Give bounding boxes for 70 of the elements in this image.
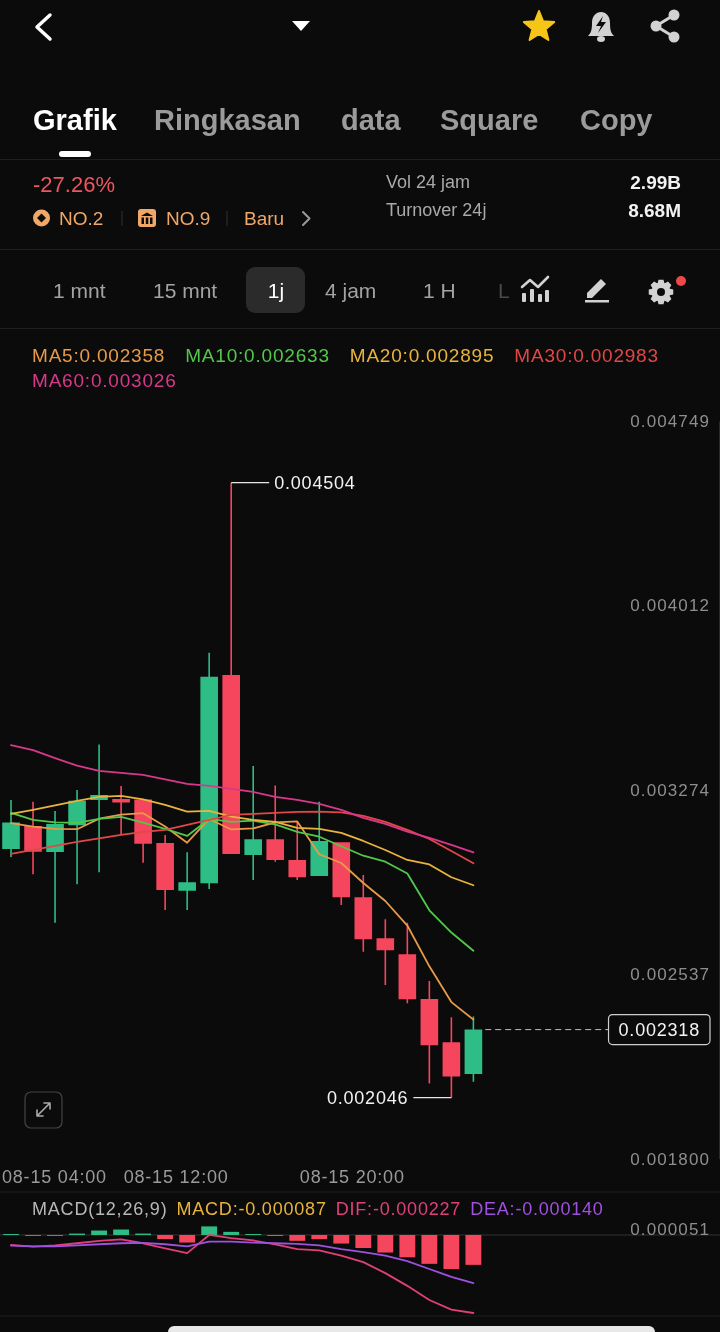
text: NO.9 bbox=[166, 207, 211, 229]
candlestick bbox=[156, 834, 174, 911]
text: data bbox=[341, 104, 402, 136]
text: NO.2 bbox=[59, 207, 104, 229]
bar bbox=[91, 1230, 108, 1235]
candlestick bbox=[200, 652, 218, 889]
bar bbox=[223, 1231, 240, 1235]
series-label: MACD:-0.000087 bbox=[176, 1199, 327, 1219]
bar bbox=[157, 1234, 174, 1240]
bar bbox=[113, 1229, 130, 1235]
candlestick bbox=[112, 785, 130, 835]
text: MA5:0.002358 bbox=[32, 344, 166, 366]
line-series bbox=[10, 810, 475, 865]
y-tick-label: 0.004749 bbox=[630, 411, 710, 431]
x-tick-label: 08-15 12:00 bbox=[123, 1167, 229, 1187]
text: MA30:0.002983 bbox=[514, 344, 659, 366]
text: Copy bbox=[580, 104, 653, 136]
text: 1 mnt bbox=[53, 278, 106, 302]
text: Baru bbox=[244, 207, 285, 229]
text: Square bbox=[440, 104, 539, 136]
text: L bbox=[498, 278, 510, 302]
text: 8.68M bbox=[628, 199, 681, 221]
candlestick bbox=[266, 785, 285, 862]
text: 1 H bbox=[423, 278, 456, 302]
bar bbox=[421, 1234, 438, 1264]
bar bbox=[333, 1234, 350, 1244]
text: 15 mnt bbox=[153, 278, 218, 302]
annotation: 0.000051 bbox=[630, 1219, 710, 1239]
text: 2.99B bbox=[630, 171, 681, 193]
bar bbox=[311, 1234, 328, 1240]
bar bbox=[377, 1234, 394, 1253]
y-tick-label: 0.002537 bbox=[630, 965, 710, 985]
bar bbox=[201, 1226, 218, 1235]
line-series bbox=[10, 795, 475, 887]
bar bbox=[179, 1234, 196, 1243]
text: Vol 24 jam bbox=[386, 172, 471, 192]
bar bbox=[443, 1234, 460, 1269]
candlestick bbox=[178, 852, 196, 911]
candlestick bbox=[222, 482, 240, 854]
bar bbox=[465, 1234, 482, 1265]
y-tick-label: 0.003274 bbox=[630, 780, 710, 800]
text: Ringkasan bbox=[154, 104, 301, 136]
series-label: DIF:-0.000227 bbox=[335, 1199, 462, 1219]
text: 1j bbox=[267, 278, 285, 302]
y-tick-label: 0.004012 bbox=[630, 596, 710, 616]
chart-title: MACD(12,26,9) bbox=[32, 1199, 168, 1219]
text: Turnover 24j bbox=[386, 200, 487, 220]
x-tick-label: 08-15 04:00 bbox=[2, 1167, 107, 1187]
bar bbox=[289, 1234, 306, 1241]
text: DEA:-0.000140 bbox=[470, 1199, 604, 1219]
line-series bbox=[10, 744, 475, 854]
candlestick bbox=[244, 765, 263, 880]
ref-line-label: 0.002318 bbox=[618, 1019, 700, 1040]
line-series bbox=[10, 812, 475, 1021]
text: MA20:0.002895 bbox=[349, 344, 495, 366]
text: MA10:0.002633 bbox=[185, 344, 330, 366]
bar bbox=[399, 1234, 416, 1258]
x-tick-label: 08-15 20:00 bbox=[299, 1167, 405, 1187]
text: -27.26% bbox=[33, 171, 115, 197]
y-tick-label: 0.001800 bbox=[630, 1149, 710, 1169]
text: 4 jam bbox=[325, 278, 377, 302]
annotation: 0.002046 bbox=[326, 1087, 409, 1108]
text: Grafik bbox=[33, 104, 118, 136]
candlestick bbox=[354, 874, 373, 952]
candlestick bbox=[288, 821, 307, 880]
line-series bbox=[10, 812, 475, 952]
text: MA60:0.003026 bbox=[32, 369, 177, 391]
bar bbox=[355, 1234, 372, 1249]
annotation: 0.004504 bbox=[274, 472, 356, 493]
candlestick bbox=[2, 799, 20, 857]
